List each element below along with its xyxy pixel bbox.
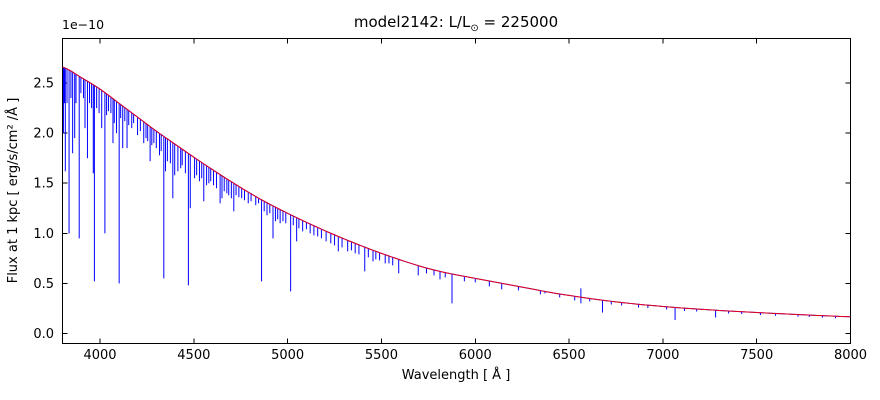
y-tick-label: 0.0: [33, 327, 54, 342]
y-tick-label: 1.0: [33, 227, 54, 242]
y-axis-offset-label: 1e−10: [62, 17, 104, 32]
x-axis-label: Wavelength [ Å ]: [402, 367, 511, 383]
y-tick-label: 0.5: [33, 277, 54, 292]
y-axis-label: Flux at 1 kpc [ erg/s/cm² /Å ]: [5, 98, 21, 284]
x-tick-label: 7500: [740, 348, 773, 363]
plot-frame: [62, 38, 851, 344]
x-tick-label: 4500: [177, 348, 210, 363]
x-tick-label: 5000: [271, 348, 304, 363]
figure-title: model2142: L/L⊙ = 225000: [354, 13, 558, 34]
y-tick-label: 2.5: [33, 77, 54, 92]
x-tick-label: 7000: [646, 348, 679, 363]
x-tick-label: 4000: [83, 348, 116, 363]
x-tick-label: 5500: [365, 348, 398, 363]
y-tick-label: 2.0: [33, 127, 54, 142]
plot-curves: [62, 66, 851, 320]
x-tick-label: 8000: [834, 348, 867, 363]
y-tick-label: 1.5: [33, 177, 54, 192]
axis-ticks: 4000 4500 5000 5500 6000 6500 7000 7500 8000 0.0 0…: [33, 38, 867, 363]
spectrum-line: [62, 66, 851, 320]
x-tick-label: 6000: [459, 348, 492, 363]
x-tick-label: 6500: [553, 348, 586, 363]
continuum-line: [62, 66, 851, 318]
